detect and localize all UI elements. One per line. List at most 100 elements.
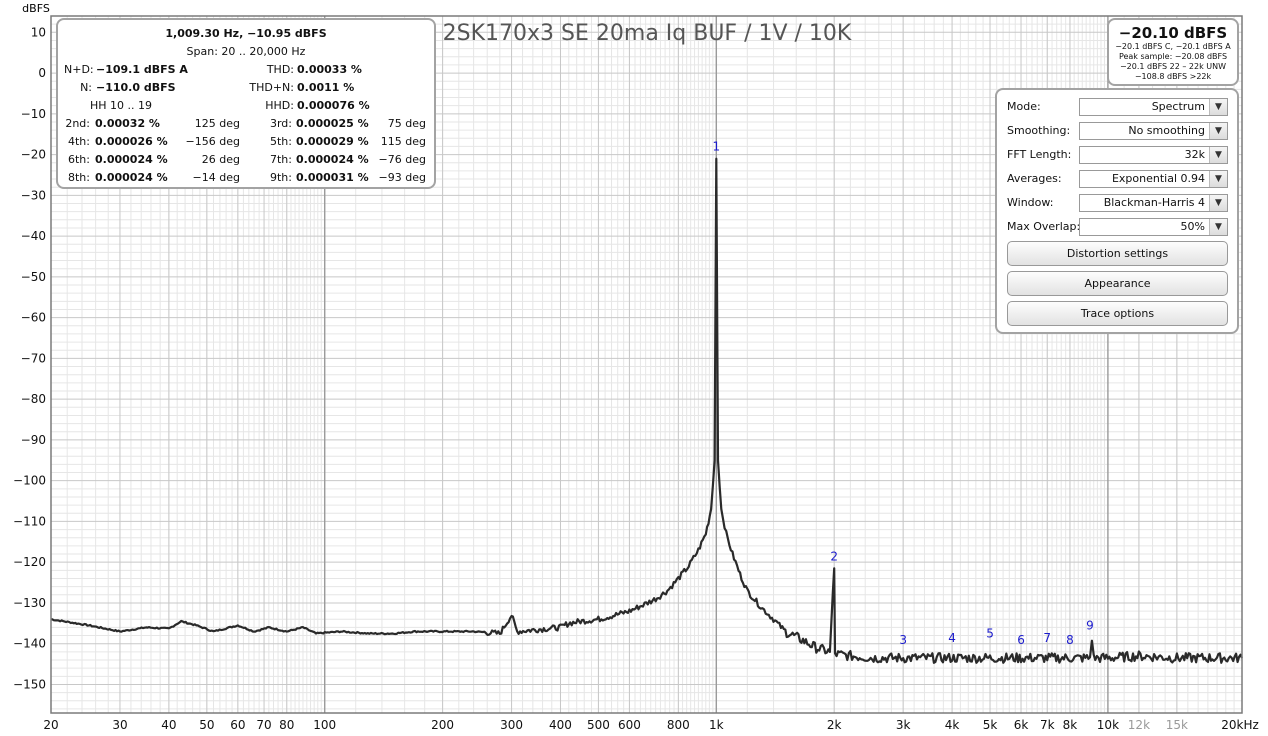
mode-select[interactable]: Spectrum ▼: [1079, 98, 1228, 116]
hhd-label: HHD:: [265, 99, 294, 112]
chevron-down-icon: ▼: [1209, 147, 1227, 163]
fft-length-value: 32k: [1184, 148, 1205, 161]
level-peak: Peak sample: −20.08 dBFS: [1118, 52, 1228, 61]
thd-value: 0.00033 %: [297, 63, 362, 76]
harmonic-marker-label: 7: [1043, 631, 1051, 645]
span-readout: Span: 20 .. 20,000 Hz: [186, 45, 306, 58]
y-tick-label: −140: [13, 637, 46, 651]
y-tick-label: 10: [31, 25, 46, 39]
level-main: −20.10 dBFS: [1118, 24, 1228, 42]
harmonic-3-value: 0.000025 %: [296, 117, 369, 130]
chevron-down-icon: ▼: [1209, 123, 1227, 139]
x-tick-label: 100: [313, 718, 336, 732]
harmonic-marker-label: 5: [986, 627, 994, 641]
y-tick-label: −80: [21, 392, 46, 406]
mode-label: Mode:: [1007, 100, 1041, 113]
plot-border: [50, 15, 1243, 714]
y-tick-label: −30: [21, 188, 46, 202]
harmonic-marker-label: 9: [1086, 619, 1094, 633]
harmonic-8-phase: −14 deg: [192, 171, 240, 184]
harmonic-6-label: 6th:: [68, 153, 90, 166]
harmonic-2-phase: 125 deg: [194, 117, 240, 130]
x-tick-label: 20: [43, 718, 58, 732]
x-tick-label: 8k: [1063, 718, 1078, 732]
harmonic-marker-label: 2: [830, 549, 838, 563]
harmonic-9-label: 9th:: [270, 171, 292, 184]
max-overlap-label: Max Overlap:: [1007, 220, 1081, 233]
x-tick-label: 60: [230, 718, 245, 732]
harmonic-4-value: 0.000026 %: [95, 135, 168, 148]
x-tick-label: 200: [431, 718, 454, 732]
window-value: Blackman-Harris 4: [1103, 196, 1205, 209]
x-tick-label: 30: [112, 718, 127, 732]
harmonic-marker-label: 4: [948, 631, 956, 645]
harmonic-3-label: 3rd:: [269, 117, 292, 130]
distortion-settings-button[interactable]: Distortion settings: [1007, 241, 1228, 266]
harmonic-3-phase: 75 deg: [387, 117, 426, 130]
level-weighted: −20.1 dBFS C, −20.1 dBFS A: [1115, 42, 1231, 51]
level-meter-panel: −20.10 dBFS −20.1 dBFS C, −20.1 dBFS A P…: [1107, 18, 1239, 86]
averages-value: Exponential 0.94: [1111, 172, 1205, 185]
y-tick-label: −130: [13, 596, 46, 610]
y-tick-label: −150: [13, 677, 46, 691]
x-tick-label: 50: [199, 718, 214, 732]
harmonic-markers: 1 2 3 4 5 6 7 89: [712, 140, 1093, 647]
y-tick-label: −20: [21, 148, 46, 162]
fundamental-readout: 1,009.30 Hz, −10.95 dBFS: [165, 27, 327, 40]
harmonic-9-phase: −93 deg: [378, 171, 426, 184]
level-unweighted: −20.1 dBFS 22 – 22k UNW: [1119, 62, 1227, 71]
window-select[interactable]: Blackman-Harris 4 ▼: [1079, 194, 1228, 212]
level-above-22k: −108.8 dBFS >22k: [1134, 72, 1212, 81]
hh-label: HH 10 .. 19: [90, 99, 153, 112]
thd-label: THD:: [266, 63, 294, 76]
averages-label: Averages:: [1007, 172, 1062, 185]
y-tick-label: −40: [21, 229, 46, 243]
harmonic-5-value: 0.000029 %: [296, 135, 369, 148]
harmonic-marker-label: 1: [712, 140, 720, 154]
harmonic-7-value: 0.000024 %: [296, 153, 369, 166]
x-tick-label: 3k: [896, 718, 911, 732]
max-overlap-select[interactable]: 50% ▼: [1079, 218, 1228, 236]
x-axis-unit-label: 20kHz: [1221, 718, 1259, 732]
fft-length-label: FFT Length:: [1007, 148, 1072, 161]
harmonic-marker-label: 8: [1066, 633, 1074, 647]
nd-value: −109.1 dBFS A: [96, 63, 188, 76]
chevron-down-icon: ▼: [1209, 195, 1227, 211]
smoothing-select[interactable]: No smoothing ▼: [1079, 122, 1228, 140]
x-tick-label: 300: [500, 718, 523, 732]
harmonic-marker-label: 3: [899, 633, 907, 647]
y-tick-labels: 10 0 −10 −20 −30 −40 −50 −60 −70 −80 −90 −100 −110 −1…: [13, 25, 46, 691]
y-tick-label: −50: [21, 270, 46, 284]
chevron-down-icon: ▼: [1209, 99, 1227, 115]
harmonic-6-value: 0.000024 %: [95, 153, 168, 166]
harmonic-4-label: 4th:: [68, 135, 90, 148]
harmonic-9-value: 0.000031 %: [296, 171, 369, 184]
harmonic-2-label: 2nd:: [65, 117, 90, 130]
x-tick-label: 5k: [983, 718, 998, 732]
harmonic-6-phase: 26 deg: [201, 153, 240, 166]
smoothing-label: Smoothing:: [1007, 124, 1071, 137]
x-tick-label: 12k: [1128, 718, 1150, 732]
chart-title: 2SK170x3 SE 20ma Iq BUF / 1V / 10K: [443, 21, 852, 46]
x-tick-label: 500: [587, 718, 610, 732]
harmonic-2-value: 0.00032 %: [95, 117, 160, 130]
x-tick-label: 10k: [1097, 718, 1119, 732]
y-tick-label: −90: [21, 433, 46, 447]
x-tick-label: 600: [618, 718, 641, 732]
fft-length-select[interactable]: 32k ▼: [1079, 146, 1228, 164]
harmonic-8-label: 8th:: [68, 171, 90, 184]
harmonic-7-label: 7th:: [270, 153, 292, 166]
x-tick-label: 800: [667, 718, 690, 732]
x-tick-label: 15k: [1166, 718, 1188, 732]
harmonic-7-phase: −76 deg: [378, 153, 426, 166]
averages-select[interactable]: Exponential 0.94 ▼: [1079, 170, 1228, 188]
appearance-button[interactable]: Appearance: [1007, 271, 1228, 296]
harmonic-5-phase: 115 deg: [380, 135, 426, 148]
y-tick-label: −70: [21, 351, 46, 365]
mode-value: Spectrum: [1151, 100, 1205, 113]
spectrum-trace: [50, 157, 1244, 664]
harmonic-8-value: 0.000024 %: [95, 171, 168, 184]
chevron-down-icon: ▼: [1209, 171, 1227, 187]
trace-options-button[interactable]: Trace options: [1007, 301, 1228, 326]
thdn-label: THD+N:: [249, 81, 294, 94]
